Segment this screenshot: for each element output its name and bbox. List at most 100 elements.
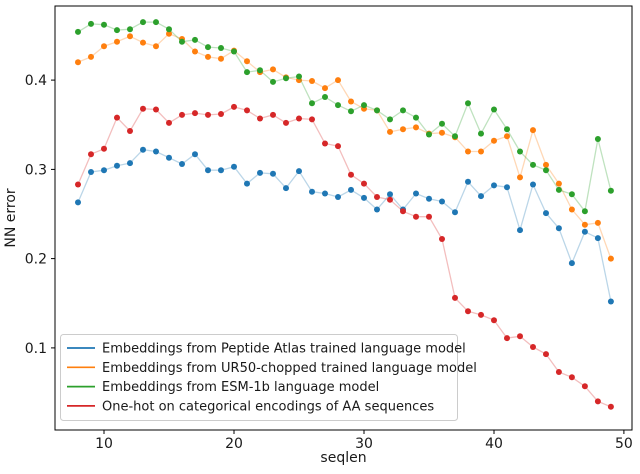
series-line-ur50-chopped bbox=[77, 33, 612, 259]
y-tick-label: 0.1 bbox=[25, 341, 47, 357]
data-point-esm-1b bbox=[361, 102, 367, 109]
data-point-esm-1b bbox=[543, 167, 549, 174]
data-point-peptide-atlas bbox=[465, 178, 471, 185]
data-point-esm-1b bbox=[101, 21, 107, 28]
data-point-peptide-atlas bbox=[555, 225, 562, 232]
data-point-ur50-chopped bbox=[530, 127, 536, 134]
data-point-esm-1b bbox=[231, 48, 237, 55]
data-point-one-hot bbox=[439, 236, 445, 242]
y-axis: 0.1 0.2 0.3 0.4 bbox=[25, 73, 55, 357]
data-point-peptide-atlas bbox=[205, 167, 211, 174]
data-point-esm-1b bbox=[218, 45, 224, 51]
data-point-esm-1b bbox=[322, 94, 328, 100]
legend-box bbox=[60, 334, 458, 421]
data-point-ur50-chopped bbox=[244, 58, 250, 65]
data-point-one-hot bbox=[517, 333, 523, 340]
data-point-ur50-chopped bbox=[413, 124, 419, 131]
data-point-one-hot bbox=[283, 119, 289, 126]
y-tick-label: 0.2 bbox=[25, 252, 47, 268]
data-point-peptide-atlas bbox=[309, 188, 315, 195]
data-point-ur50-chopped bbox=[517, 174, 523, 181]
data-point-peptide-atlas bbox=[335, 194, 341, 200]
x-tick-label: 30 bbox=[355, 436, 373, 452]
data-point-esm-1b bbox=[179, 38, 185, 45]
data-point-ur50-chopped bbox=[218, 55, 224, 62]
data-point-peptide-atlas bbox=[166, 154, 172, 161]
data-point-peptide-atlas bbox=[517, 227, 523, 234]
data-point-esm-1b bbox=[205, 44, 211, 51]
data-point-one-hot bbox=[504, 335, 510, 342]
data-point-esm-1b bbox=[387, 116, 393, 123]
data-point-ur50-chopped bbox=[140, 39, 146, 46]
data-point-peptide-atlas bbox=[218, 167, 224, 174]
data-point-peptide-atlas bbox=[140, 146, 146, 153]
plot-frame bbox=[54, 5, 633, 431]
data-point-peptide-atlas bbox=[75, 199, 81, 206]
legend-label-one-hot: One-hot on categorical encodings of AA s… bbox=[102, 399, 434, 414]
data-point-ur50-chopped bbox=[322, 85, 328, 92]
legend-label-esm-1b: Embeddings from ESM-1b language model bbox=[102, 380, 379, 395]
x-axis: 10 20 30 40 50 bbox=[95, 430, 633, 452]
data-point-ur50-chopped bbox=[153, 43, 159, 50]
data-point-one-hot bbox=[75, 181, 81, 188]
series-one-hot bbox=[75, 103, 614, 410]
data-point-peptide-atlas bbox=[244, 180, 250, 187]
data-point-peptide-atlas bbox=[504, 184, 510, 191]
data-point-one-hot bbox=[140, 105, 146, 112]
data-point-ur50-chopped bbox=[568, 206, 575, 213]
data-point-one-hot bbox=[581, 383, 588, 390]
legend-label-peptide-atlas: Embeddings from Peptide Atlas trained la… bbox=[102, 342, 466, 357]
data-point-peptide-atlas bbox=[231, 163, 237, 170]
y-tick-label: 0.3 bbox=[25, 162, 47, 178]
data-point-esm-1b bbox=[192, 36, 198, 43]
data-point-esm-1b bbox=[478, 130, 484, 137]
data-point-esm-1b bbox=[75, 28, 81, 35]
data-point-peptide-atlas bbox=[88, 169, 94, 175]
data-point-esm-1b bbox=[426, 131, 432, 138]
data-point-esm-1b bbox=[166, 26, 172, 33]
data-point-peptide-atlas bbox=[581, 228, 588, 235]
series-ur50-chopped bbox=[75, 30, 614, 262]
data-point-one-hot bbox=[387, 196, 393, 203]
data-point-one-hot bbox=[465, 308, 471, 315]
data-point-peptide-atlas bbox=[179, 161, 185, 167]
y-axis-label: NN error bbox=[3, 188, 19, 248]
series-esm-1b bbox=[75, 19, 614, 215]
data-point-esm-1b bbox=[335, 102, 341, 109]
data-point-one-hot bbox=[361, 180, 367, 187]
data-point-one-hot bbox=[413, 213, 419, 220]
data-point-ur50-chopped bbox=[205, 53, 211, 60]
data-point-ur50-chopped bbox=[400, 126, 406, 133]
data-point-one-hot bbox=[179, 111, 185, 118]
data-point-ur50-chopped bbox=[101, 43, 107, 50]
data-point-one-hot bbox=[127, 128, 133, 134]
data-point-ur50-chopped bbox=[543, 161, 549, 168]
data-point-ur50-chopped bbox=[594, 219, 601, 226]
data-point-ur50-chopped bbox=[335, 77, 341, 84]
data-point-one-hot bbox=[114, 114, 120, 121]
data-point-peptide-atlas bbox=[296, 168, 302, 175]
data-point-peptide-atlas bbox=[153, 148, 159, 155]
data-point-peptide-atlas bbox=[322, 190, 328, 197]
data-point-one-hot bbox=[244, 107, 250, 114]
data-point-one-hot bbox=[309, 116, 315, 123]
data-point-peptide-atlas bbox=[413, 190, 419, 197]
data-point-one-hot bbox=[478, 311, 484, 318]
data-point-esm-1b bbox=[517, 148, 523, 155]
data-point-one-hot bbox=[426, 213, 432, 220]
data-point-one-hot bbox=[530, 344, 536, 350]
data-point-one-hot bbox=[491, 317, 497, 324]
data-point-ur50-chopped bbox=[465, 148, 471, 155]
legend: Embeddings from Peptide Atlas trained la… bbox=[60, 334, 477, 421]
x-tick-label: 40 bbox=[485, 436, 503, 452]
data-point-esm-1b bbox=[568, 191, 575, 198]
data-point-esm-1b bbox=[452, 133, 458, 140]
data-point-esm-1b bbox=[127, 26, 133, 33]
data-point-ur50-chopped bbox=[581, 221, 588, 228]
data-point-esm-1b bbox=[555, 186, 562, 193]
x-axis-label: seqlen bbox=[320, 450, 366, 466]
data-point-ur50-chopped bbox=[270, 66, 276, 73]
data-point-ur50-chopped bbox=[114, 38, 120, 45]
data-point-peptide-atlas bbox=[114, 162, 120, 169]
